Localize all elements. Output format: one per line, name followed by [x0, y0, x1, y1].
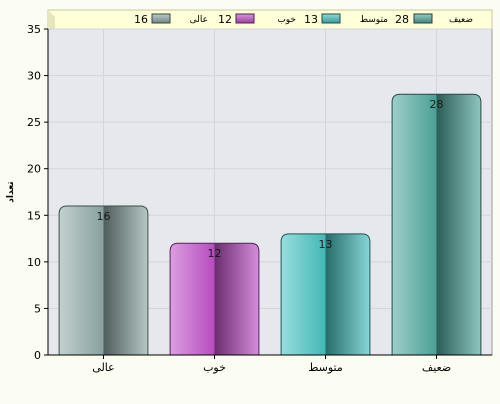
bar-متوسط: 13 [280, 233, 371, 355]
legend-label: خوب [277, 15, 296, 25]
legend-value: 12 [218, 13, 232, 26]
y-axis: 0 5 10 15 20 25 30 35 [27, 23, 49, 362]
bar-right-face [436, 94, 481, 355]
y-tick-label: 5 [34, 302, 41, 315]
legend-swatch [413, 13, 433, 24]
legend-label: عالی [190, 15, 208, 25]
bar-خوب: 12 [169, 242, 260, 355]
y-tick-label: 20 [27, 163, 41, 176]
bar-value-label: 16 [97, 210, 111, 223]
x-tick-label: عالی [92, 361, 114, 374]
legend-value: 16 [134, 13, 148, 26]
bar-left-face [170, 243, 215, 355]
x-tick-label: خوب [203, 361, 226, 374]
legend: 28 ضعیف 13 متوسط 12 خوب 16 عالی [47, 9, 493, 30]
bar-value-label: 13 [319, 238, 333, 251]
y-tick-label: 0 [34, 349, 41, 362]
bar-left-face [392, 94, 437, 355]
y-tick-label: 30 [27, 70, 41, 83]
bar-outline [391, 93, 482, 355]
bar-left-face [281, 233, 326, 355]
bar-ضعیف: 28 [391, 93, 482, 355]
bar-value-label: 12 [208, 247, 222, 260]
legend-item-متوسط: 13 متوسط [304, 13, 388, 26]
legend-swatch [235, 13, 255, 24]
bar-outline [280, 233, 371, 355]
bar-left-face [59, 205, 104, 355]
legend-swatch [151, 13, 171, 24]
x-axis: عالی خوب متوسط ضعیف [48, 354, 492, 374]
bar-right-face [325, 233, 370, 355]
bar-value-label: 28 [430, 98, 444, 111]
bar-outline [169, 242, 260, 355]
bars: 16 12 13 28 [58, 93, 482, 355]
bar-right-face [103, 205, 148, 355]
y-tick-label: 35 [27, 23, 41, 36]
y-tick-label: 15 [27, 209, 41, 222]
y-tick-label: 10 [27, 256, 41, 269]
legend-value: 28 [395, 13, 409, 26]
x-tick-label: متوسط [308, 361, 343, 374]
legend-value: 13 [304, 13, 318, 26]
legend-item-خوب: 12 خوب [218, 13, 296, 26]
legend-swatch [321, 13, 341, 24]
y-tick-label: 25 [27, 116, 41, 129]
x-tick-label: ضعیف [422, 361, 451, 374]
legend-item-عالی: 16 عالی [134, 13, 208, 26]
y-axis-title: تعداد [6, 181, 16, 202]
legend-label: ضعیف [449, 15, 473, 25]
legend-label: متوسط [360, 15, 388, 25]
legend-item-ضعیف: 28 ضعیف [395, 13, 473, 26]
bar-right-face [214, 243, 259, 355]
bar-outline [58, 205, 149, 355]
bar-عالی: 16 [58, 205, 149, 355]
